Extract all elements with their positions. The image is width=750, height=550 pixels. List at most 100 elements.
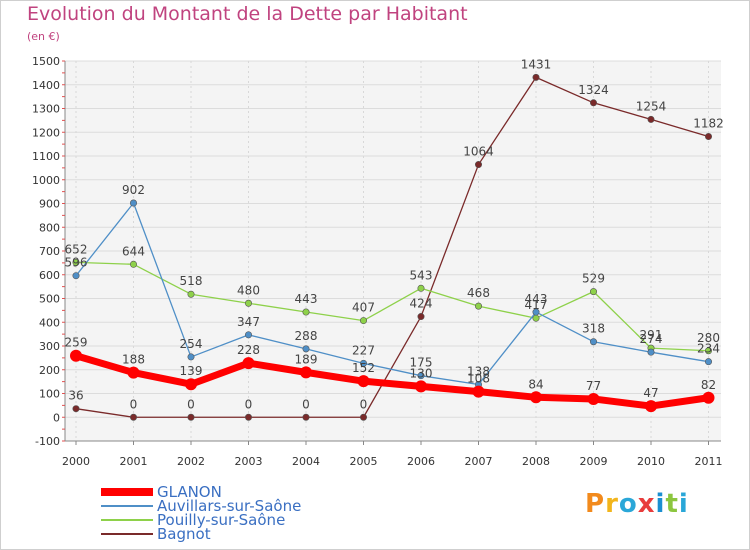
data-point-glanon	[185, 378, 197, 391]
legend-item-pouilly-sur-sa-ne: Pouilly-sur-Saône	[101, 513, 301, 528]
legend-item-glanon: GLANON	[101, 485, 301, 500]
data-label-bagnot: 1254	[636, 99, 667, 113]
data-label-pouilly-sur-sa-ne: 280	[697, 331, 720, 345]
data-point-auvillars-sur-sa-ne	[532, 308, 540, 316]
y-tick-label: 500	[39, 293, 60, 306]
data-label-auvillars-sur-sa-ne: 318	[582, 322, 605, 336]
y-tick-label: 900	[39, 198, 60, 211]
data-label-bagnot: 36	[68, 389, 83, 403]
data-point-pouilly-sur-sa-ne	[532, 314, 540, 322]
data-label-pouilly-sur-sa-ne: 443	[295, 292, 318, 306]
data-label-bagnot: 424	[410, 297, 433, 311]
data-label-glanon: 152	[352, 361, 375, 375]
series-line-bagnot	[75, 76, 710, 418]
legend-item-bagnot: Bagnot	[101, 527, 301, 542]
data-point-auvillars-sur-sa-ne	[72, 272, 80, 280]
data-point-auvillars-sur-sa-ne	[417, 372, 425, 380]
data-label-glanon: 82	[701, 378, 716, 392]
data-point-auvillars-sur-sa-ne	[187, 353, 195, 361]
data-point-auvillars-sur-sa-ne	[302, 345, 310, 353]
x-tick-label: 2003	[235, 455, 263, 468]
data-point-bagnot	[704, 133, 712, 141]
y-tick-label: 0	[53, 411, 60, 424]
series-line-pouilly-sur-sa-ne	[75, 261, 710, 352]
data-label-pouilly-sur-sa-ne: 644	[122, 244, 145, 258]
data-label-pouilly-sur-sa-ne: 407	[352, 301, 375, 315]
data-point-glanon	[472, 385, 485, 398]
x-tick-label: 2007	[465, 455, 493, 468]
chart-title: Evolution du Montant de la Dette par Hab…	[27, 3, 468, 25]
data-label-bagnot: 0	[187, 397, 195, 411]
data-point-pouilly-sur-sa-ne	[359, 317, 367, 325]
logo-letter: o	[618, 489, 638, 519]
data-label-pouilly-sur-sa-ne: 468	[467, 286, 490, 300]
data-label-pouilly-sur-sa-ne: 529	[582, 272, 605, 286]
y-tick-label: -100	[35, 435, 60, 448]
data-point-bagnot	[130, 413, 138, 421]
data-label-glanon: 47	[643, 386, 658, 400]
legend: GLANON Auvillars-sur-Saône Pouilly-sur-Saô…	[101, 485, 301, 542]
legend-swatch-glanon	[101, 488, 153, 496]
data-point-pouilly-sur-sa-ne	[187, 290, 195, 298]
data-point-pouilly-sur-sa-ne	[245, 299, 253, 307]
data-label-bagnot: 0	[130, 397, 138, 411]
data-point-auvillars-sur-sa-ne	[647, 348, 655, 356]
logo-letter: P	[585, 489, 606, 519]
data-label-glanon: 84	[528, 377, 543, 391]
y-tick-label: 1400	[32, 79, 60, 92]
logo-letter: i	[678, 489, 689, 519]
x-tick-label: 2008	[522, 455, 550, 468]
x-tick-label: 2006	[407, 455, 435, 468]
data-point-glanon	[587, 392, 600, 405]
logo-letter: t	[665, 489, 679, 519]
data-label-pouilly-sur-sa-ne: 480	[237, 283, 260, 297]
data-point-glanon	[530, 391, 542, 404]
x-tick-label: 2011	[695, 455, 723, 468]
data-point-glanon	[70, 349, 82, 362]
logo-letter: i	[655, 489, 666, 519]
legend-item-auvillars-sur-sa-ne: Auvillars-sur-Saône	[101, 499, 301, 514]
data-point-bagnot	[72, 405, 80, 413]
data-label-auvillars-sur-sa-ne: 443	[525, 292, 548, 306]
data-point-glanon	[127, 366, 140, 379]
legend-swatch-bagnot	[101, 533, 153, 535]
x-tick-label: 2010	[637, 455, 665, 468]
y-tick-label: 400	[39, 316, 60, 329]
data-point-pouilly-sur-sa-ne	[474, 302, 482, 310]
data-label-glanon: 77	[586, 379, 601, 393]
data-label-auvillars-sur-sa-ne: 254	[180, 337, 203, 351]
y-tick-label: 1200	[32, 126, 60, 139]
data-label-bagnot: 1324	[578, 83, 609, 97]
logo-letter: x	[637, 489, 656, 519]
x-tick-label: 2009	[580, 455, 608, 468]
logo-letter: r	[605, 489, 619, 519]
legend-swatch-auvillars-sur-sa-ne	[101, 505, 153, 507]
data-label-bagnot: 0	[245, 397, 253, 411]
data-point-bagnot	[302, 413, 310, 421]
data-label-bagnot: 1064	[463, 145, 494, 159]
data-label-glanon: 108	[467, 372, 490, 386]
data-point-pouilly-sur-sa-ne	[72, 258, 80, 266]
data-label-pouilly-sur-sa-ne: 291	[640, 328, 663, 342]
data-label-glanon: 188	[122, 353, 145, 367]
data-point-glanon	[300, 366, 312, 379]
data-point-glanon	[357, 375, 370, 388]
data-label-pouilly-sur-sa-ne: 543	[410, 268, 433, 282]
data-label-bagnot: 0	[302, 397, 310, 411]
data-label-glanon: 189	[295, 352, 318, 366]
data-point-glanon	[702, 391, 715, 404]
data-point-auvillars-sur-sa-ne	[589, 338, 597, 346]
data-label-auvillars-sur-sa-ne: 902	[122, 183, 145, 197]
data-label-auvillars-sur-sa-ne: 175	[410, 356, 433, 370]
x-tick-label: 2001	[120, 455, 148, 468]
x-tick-label: 2000	[62, 455, 90, 468]
data-label-glanon: 139	[180, 364, 203, 378]
data-point-bagnot	[245, 413, 253, 421]
series-line-auvillars-sur-sa-ne	[75, 202, 710, 386]
data-label-glanon: 259	[65, 336, 88, 350]
series-line-glanon	[72, 352, 712, 410]
data-point-glanon	[415, 380, 427, 393]
data-point-bagnot	[647, 115, 655, 123]
x-tick-label: 2004	[292, 455, 320, 468]
